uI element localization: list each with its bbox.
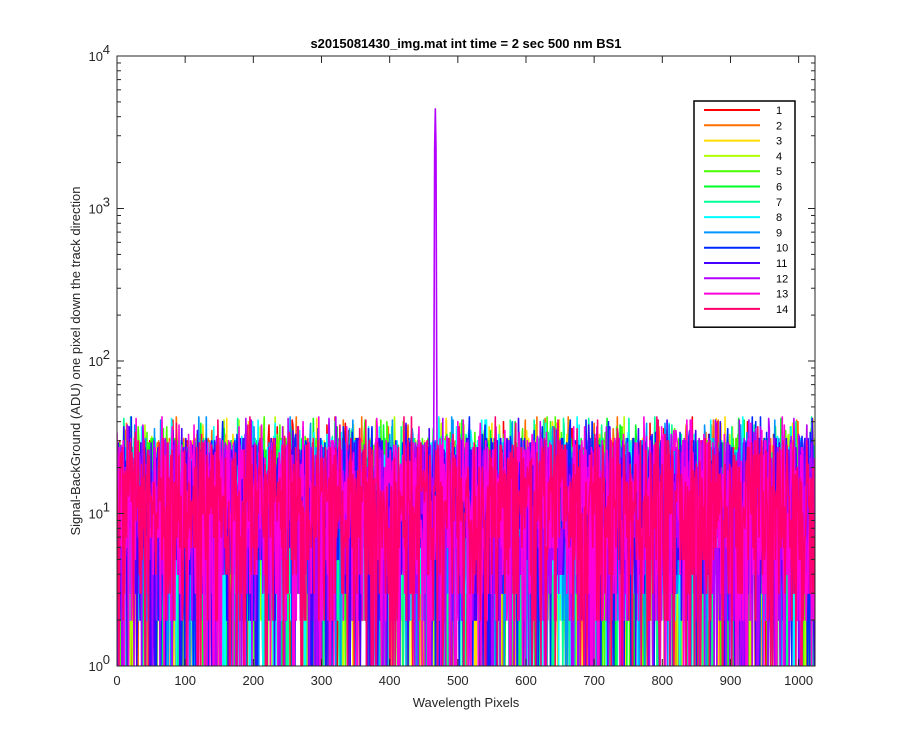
x-tick-label: 0 bbox=[113, 673, 120, 688]
y-tick-exponent: 0 bbox=[103, 652, 110, 667]
legend-label-11: 11 bbox=[776, 258, 787, 270]
legend-label-9: 9 bbox=[776, 227, 782, 239]
y-tick-exponent: 3 bbox=[103, 195, 110, 210]
y-tick-label: 10 bbox=[89, 202, 103, 217]
x-tick-label: 700 bbox=[583, 673, 605, 688]
series-line-14 bbox=[117, 416, 815, 666]
legend-label-4: 4 bbox=[776, 151, 782, 163]
legend-label-3: 3 bbox=[776, 136, 782, 148]
x-tick-label: 300 bbox=[311, 673, 333, 688]
x-tick-label: 400 bbox=[379, 673, 401, 688]
y-tick-label: 10 bbox=[89, 659, 103, 674]
x-tick-label: 1000 bbox=[784, 673, 813, 688]
y-tick-exponent: 2 bbox=[103, 347, 110, 362]
y-axis-label: Signal-BackGround (ADU) one pixel down t… bbox=[68, 186, 83, 535]
x-tick-label: 200 bbox=[242, 673, 264, 688]
legend-label-8: 8 bbox=[776, 212, 782, 224]
y-tick-label: 10 bbox=[89, 49, 103, 64]
x-tick-label: 500 bbox=[447, 673, 469, 688]
legend-label-12: 12 bbox=[776, 273, 788, 285]
x-tick-label: 100 bbox=[174, 673, 196, 688]
chart-title: s2015081430_img.mat int time = 2 sec 500… bbox=[310, 36, 621, 51]
legend-label-5: 5 bbox=[776, 166, 782, 178]
x-tick-label: 800 bbox=[651, 673, 673, 688]
x-tick-label: 900 bbox=[720, 673, 742, 688]
y-tick-label: 10 bbox=[89, 354, 103, 369]
y-tick-label: 10 bbox=[89, 507, 103, 522]
legend-label-1: 1 bbox=[776, 105, 782, 117]
legend-label-13: 13 bbox=[776, 289, 788, 301]
series-layer bbox=[117, 108, 815, 666]
legend-label-6: 6 bbox=[776, 182, 782, 194]
legend-label-2: 2 bbox=[776, 120, 782, 132]
legend-label-7: 7 bbox=[776, 197, 782, 209]
x-tick-label: 600 bbox=[515, 673, 537, 688]
x-axis-label: Wavelength Pixels bbox=[413, 695, 520, 710]
y-tick-exponent: 4 bbox=[103, 42, 110, 57]
legend-box bbox=[693, 100, 796, 328]
legend-label-10: 10 bbox=[776, 243, 788, 255]
legend-label-14: 14 bbox=[776, 304, 788, 316]
y-tick-exponent: 1 bbox=[103, 500, 110, 515]
